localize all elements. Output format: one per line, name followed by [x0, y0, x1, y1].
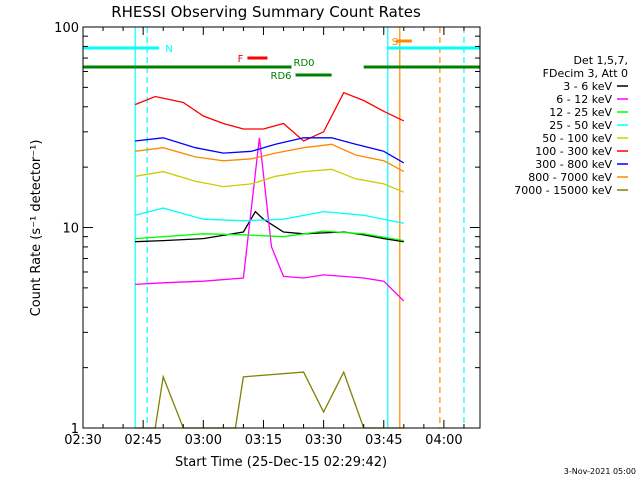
- series-line-2: [135, 230, 404, 242]
- legend-header-0: Det 1,5,7,: [573, 54, 628, 67]
- x-tick-label-5: 03:45: [365, 433, 402, 448]
- chart-title: RHESSI Observing Summary Count Rates: [111, 3, 421, 21]
- series-line-4: [134, 168, 405, 193]
- flag-label-n: N: [165, 44, 172, 55]
- legend-label-8: 7000 - 15000 keV: [514, 184, 612, 197]
- series-line-3: [134, 207, 404, 224]
- x-tick-label-2: 03:00: [185, 433, 222, 448]
- x-tick-label-3: 03:15: [245, 433, 282, 448]
- x-axis-label: Start Time (25-Dec-15 02:29:42): [175, 455, 387, 470]
- series-line-5: [134, 91, 405, 142]
- flag-label-s: S: [392, 37, 398, 48]
- flag-label-rd6: RD6: [271, 71, 292, 82]
- series-line-0: [135, 210, 404, 243]
- legend-label-4: 50 - 100 keV: [542, 132, 612, 145]
- x-tick-label-0: 02:30: [64, 433, 101, 448]
- legend-label-1: 6 - 12 keV: [556, 93, 612, 106]
- series-line-6: [135, 137, 405, 164]
- y-tick-label-1: 10: [62, 222, 79, 237]
- legend-label-5: 100 - 300 keV: [535, 145, 612, 158]
- series-line-7: [135, 143, 405, 173]
- legend-header-1: FDecim 3, Att 0: [543, 67, 628, 80]
- legend-label-0: 3 - 6 keV: [563, 80, 612, 93]
- y-tick-label-2: 100: [54, 21, 79, 36]
- y-axis-label: Count Rate (s⁻¹ detector⁻¹): [29, 140, 44, 317]
- y-axis-ticks: 1 10 100: [54, 21, 480, 437]
- legend-label-2: 12 - 25 keV: [549, 106, 612, 119]
- x-tick-label-6: 04:00: [425, 433, 462, 448]
- flag-label-f: F: [238, 54, 244, 65]
- vertical-markers: [134, 27, 465, 428]
- series-lines: [134, 91, 405, 429]
- footer-date: 3-Nov-2021 05:00: [564, 467, 636, 476]
- flag-label-rd0: RD0: [294, 58, 315, 69]
- series-line-8: [135, 370, 404, 429]
- series-line-1: [135, 137, 405, 302]
- legend-label-6: 300 - 800 keV: [535, 158, 612, 171]
- x-tick-label-1: 02:45: [124, 433, 161, 448]
- legend-label-3: 25 - 50 keV: [549, 119, 612, 132]
- legend-label-7: 800 - 7000 keV: [528, 171, 612, 184]
- y-tick-label-0: 1: [71, 422, 79, 437]
- x-axis-ticks: 02:30 02:45 03:00 03:15 03:30 03:45 04:00: [64, 27, 465, 448]
- x-tick-label-4: 03:30: [305, 433, 342, 448]
